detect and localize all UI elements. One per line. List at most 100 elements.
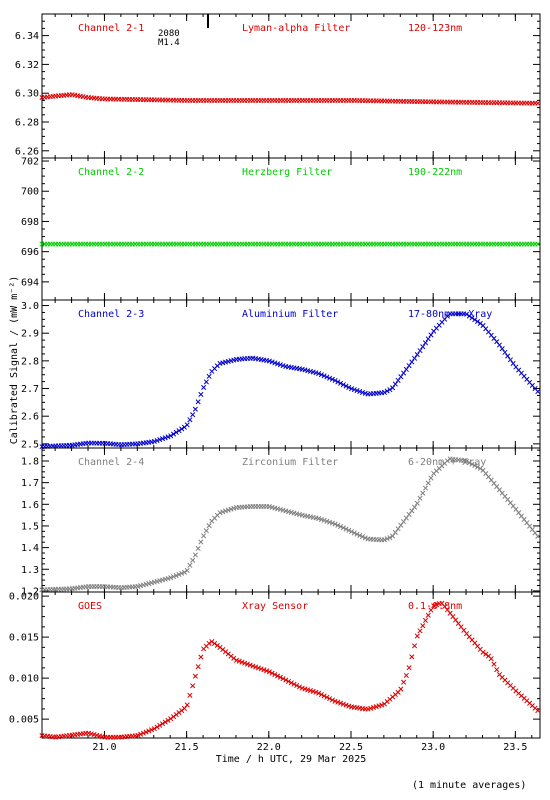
data-point [275, 361, 281, 367]
data-point [420, 490, 426, 496]
data-point [277, 362, 283, 368]
data-point [505, 353, 511, 359]
y-tick-label: 696 [21, 247, 39, 258]
data-point [324, 694, 330, 700]
data-point [165, 717, 171, 724]
data-point [138, 731, 144, 737]
panel-5: 0.005 0.010 0.015 0.020 GOES Xray Sensor 0.1-0… [9, 591, 541, 740]
data-point [469, 315, 475, 321]
data-point [428, 607, 434, 613]
data-point [184, 567, 190, 573]
data-point [195, 664, 201, 670]
data-point [201, 533, 207, 539]
data-point [170, 574, 177, 580]
data-point [168, 575, 174, 581]
data-point [329, 376, 335, 382]
data-point [395, 377, 401, 383]
data-point [422, 340, 429, 346]
data-point [206, 523, 212, 529]
series-5 [39, 600, 541, 740]
data-point [228, 506, 234, 512]
data-point [466, 313, 472, 319]
flare-code: 2080 [158, 29, 180, 39]
data-point [296, 684, 303, 690]
data-point [151, 438, 157, 445]
x-axis-label: Time / h UTC, 29 Mar 2025 [216, 754, 367, 765]
data-point [420, 623, 426, 629]
panel-2: 694 696 698 700 702 Channel 2-2 Herzberg Filte… [21, 157, 541, 301]
y-tick-label: 700 [21, 187, 39, 198]
data-point [253, 664, 259, 670]
y-tick-label: 702 [21, 157, 39, 168]
data-point [157, 437, 163, 443]
series-name: Channel 2-4 [78, 457, 144, 468]
y-tick-label: 1.7 [21, 478, 39, 489]
data-point [406, 511, 412, 517]
data-point [187, 417, 193, 423]
data-point [162, 719, 168, 725]
data-point [428, 332, 434, 338]
y-tick-label: 1.2 [21, 586, 39, 597]
data-point [327, 696, 333, 702]
data-point [510, 360, 516, 366]
data-point [332, 521, 338, 527]
data-point [275, 673, 281, 679]
data-point [181, 569, 187, 575]
data-point [428, 475, 434, 481]
data-point [464, 311, 470, 317]
data-point [321, 693, 327, 699]
y-tick-label: 0.015 [9, 633, 39, 644]
data-point [217, 510, 223, 516]
data-point [206, 373, 212, 379]
data-point [146, 728, 152, 734]
data-point [159, 721, 166, 727]
data-point [231, 655, 237, 661]
x-tick-label: 23.5 [503, 742, 527, 753]
x-tick-label: 21.0 [92, 742, 116, 753]
data-point [159, 436, 166, 442]
data-point [198, 654, 204, 660]
y-tick-label: 6.26 [15, 146, 39, 157]
data-point [425, 612, 431, 618]
data-point [190, 557, 196, 563]
data-point [209, 639, 215, 645]
data-point [409, 359, 415, 365]
x-tick-label: 22.0 [257, 742, 281, 753]
data-point [488, 656, 494, 662]
data-point [338, 524, 344, 530]
y-tick-label: 6.32 [15, 60, 39, 71]
data-point [329, 520, 335, 526]
panel-frame [41, 13, 541, 159]
data-point [477, 465, 483, 472]
data-point [406, 665, 412, 671]
data-point [474, 464, 481, 470]
data-point [392, 381, 398, 387]
data-point [507, 357, 513, 363]
data-point [381, 389, 387, 395]
data-point [179, 570, 185, 576]
data-point [395, 526, 401, 532]
data-point [195, 545, 201, 552]
data-point [233, 657, 240, 663]
data-point [184, 702, 190, 708]
data-point [214, 642, 220, 648]
data-point [384, 388, 390, 394]
data-point [387, 535, 393, 541]
y-tick-label: 6.28 [15, 118, 39, 129]
data-point [261, 667, 267, 673]
data-point [313, 689, 319, 695]
band-label: 6-20nm + Xray [408, 457, 486, 468]
data-point [170, 431, 177, 437]
data-point [283, 677, 289, 683]
data-point [165, 434, 171, 440]
data-point [535, 241, 541, 247]
series-name: GOES [78, 601, 102, 612]
data-point [198, 539, 204, 545]
data-point [201, 384, 207, 390]
filter-label: Zirconium Filter [242, 457, 338, 468]
data-point [184, 422, 190, 428]
data-point [288, 680, 294, 686]
panel-frame [41, 591, 541, 739]
data-point [190, 683, 196, 689]
